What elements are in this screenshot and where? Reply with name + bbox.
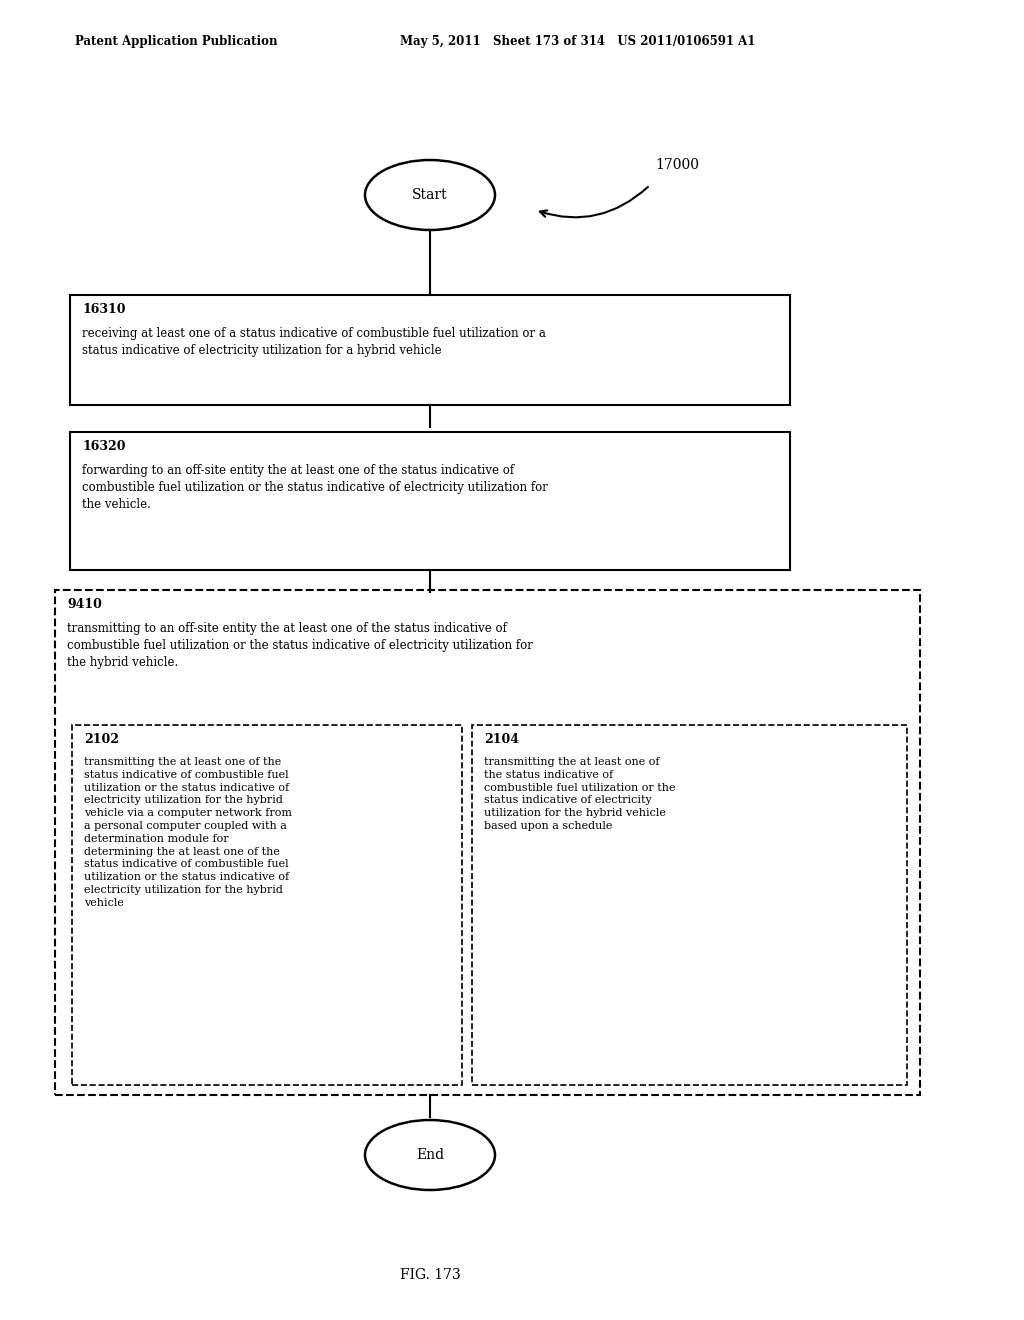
Text: 17000: 17000 (655, 158, 699, 172)
Text: transmitting the at least one of the
status indicative of combustible fuel
utili: transmitting the at least one of the sta… (84, 756, 292, 908)
Text: 9410: 9410 (67, 598, 101, 611)
Text: transmitting to an off-site entity the at least one of the status indicative of
: transmitting to an off-site entity the a… (67, 622, 532, 669)
Text: forwarding to an off-site entity the at least one of the status indicative of
co: forwarding to an off-site entity the at … (82, 465, 548, 511)
Text: 2104: 2104 (484, 733, 519, 746)
Text: 2102: 2102 (84, 733, 119, 746)
Text: transmitting the at least one of
the status indicative of
combustible fuel utili: transmitting the at least one of the sta… (484, 756, 676, 832)
Text: 16320: 16320 (82, 440, 126, 453)
Text: Patent Application Publication: Patent Application Publication (75, 36, 278, 48)
FancyArrowPatch shape (540, 187, 648, 218)
Text: May 5, 2011   Sheet 173 of 314   US 2011/0106591 A1: May 5, 2011 Sheet 173 of 314 US 2011/010… (400, 36, 756, 48)
Text: 16310: 16310 (82, 304, 126, 315)
Text: FIG. 173: FIG. 173 (399, 1269, 461, 1282)
Text: Start: Start (413, 187, 447, 202)
Text: End: End (416, 1148, 444, 1162)
Text: receiving at least one of a status indicative of combustible fuel utilization or: receiving at least one of a status indic… (82, 327, 546, 356)
